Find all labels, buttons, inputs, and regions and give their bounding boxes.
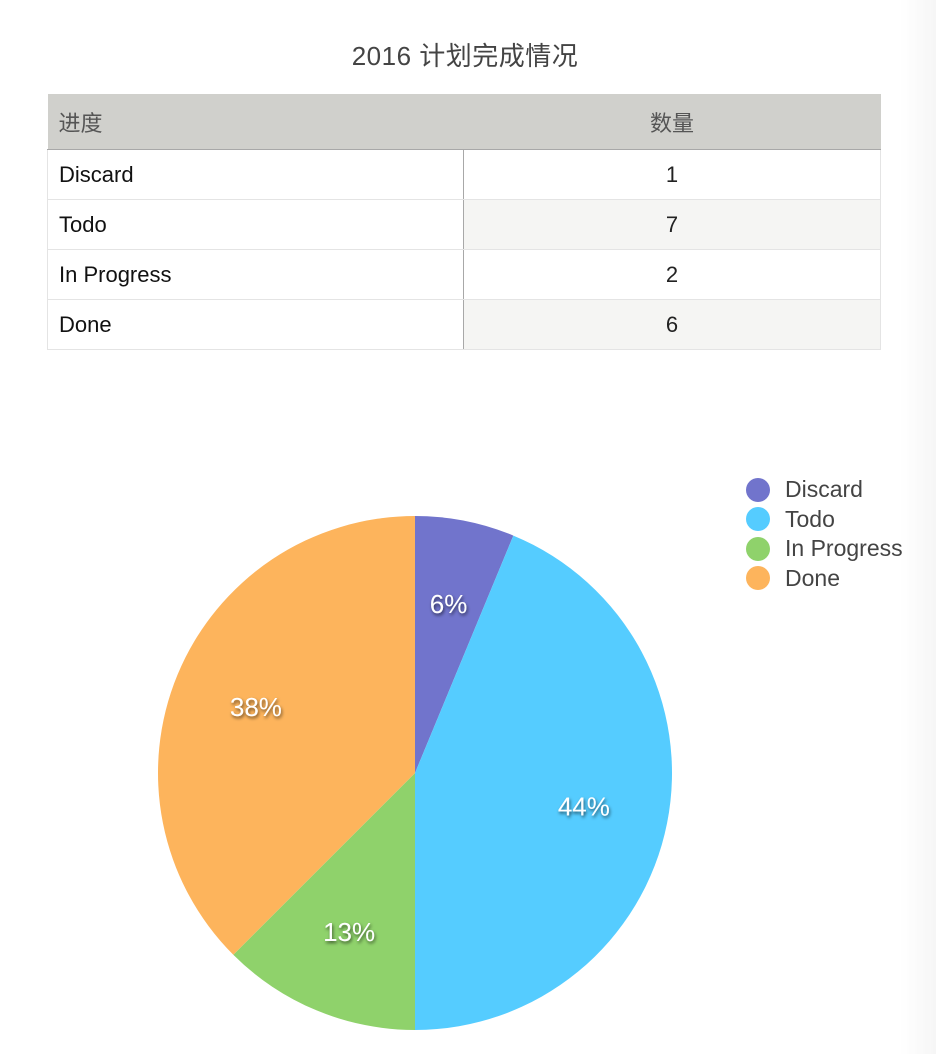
legend-item-in-progress: In Progress xyxy=(746,534,903,564)
row-label: Done xyxy=(47,299,464,350)
row-value: 1 xyxy=(463,149,881,200)
table-row: Done 6 xyxy=(47,299,881,350)
legend-swatch-icon xyxy=(746,566,770,591)
right-edge-fade xyxy=(900,0,936,1054)
data-table: 进度 数量 Discard 1 Todo 7 In Progress 2 Don… xyxy=(47,94,881,350)
legend-item-done: Done xyxy=(746,564,903,594)
row-label: Todo xyxy=(47,199,464,250)
legend-swatch-icon xyxy=(746,507,770,532)
legend-swatch-icon xyxy=(746,536,770,561)
legend-label: Discard xyxy=(785,476,863,503)
pie-slice-done xyxy=(157,516,415,955)
table-row: Discard 1 xyxy=(47,149,881,200)
legend-item-discard: Discard xyxy=(746,475,903,505)
column-header-count: 数量 xyxy=(463,94,881,150)
pie-slice-in-progress xyxy=(233,773,415,1030)
row-value: 2 xyxy=(463,249,881,300)
legend-label: Todo xyxy=(785,505,835,532)
chart-legend: Discard Todo In Progress Done xyxy=(746,475,903,593)
row-value: 7 xyxy=(463,199,881,250)
pie-chart: 6% 44% 13% 38% xyxy=(157,516,672,1030)
table-row: Todo 7 xyxy=(47,199,881,250)
column-header-progress: 进度 xyxy=(47,94,464,150)
page-title: 2016 计划完成情况 xyxy=(351,41,579,71)
row-label: Discard xyxy=(47,149,464,200)
legend-item-todo: Todo xyxy=(746,505,903,535)
pie-percent-label: 44% xyxy=(558,792,610,822)
pie-percent-label: 13% xyxy=(323,917,375,947)
pie-slice-todo xyxy=(415,535,672,1030)
pie-percent-label: 38% xyxy=(230,692,282,722)
table-header-row: 进度 数量 xyxy=(47,94,881,150)
row-label: In Progress xyxy=(47,249,464,300)
legend-label: Done xyxy=(785,564,840,591)
pie-percent-label: 6% xyxy=(430,589,468,619)
pie-slices xyxy=(157,516,672,1030)
table-row: In Progress 2 xyxy=(47,249,881,300)
legend-swatch-icon xyxy=(746,477,770,502)
pie-slice-discard xyxy=(415,516,514,773)
row-value: 6 xyxy=(463,299,881,350)
legend-label: In Progress xyxy=(785,535,903,562)
pie-labels: 6% 44% 13% 38% xyxy=(230,589,610,947)
